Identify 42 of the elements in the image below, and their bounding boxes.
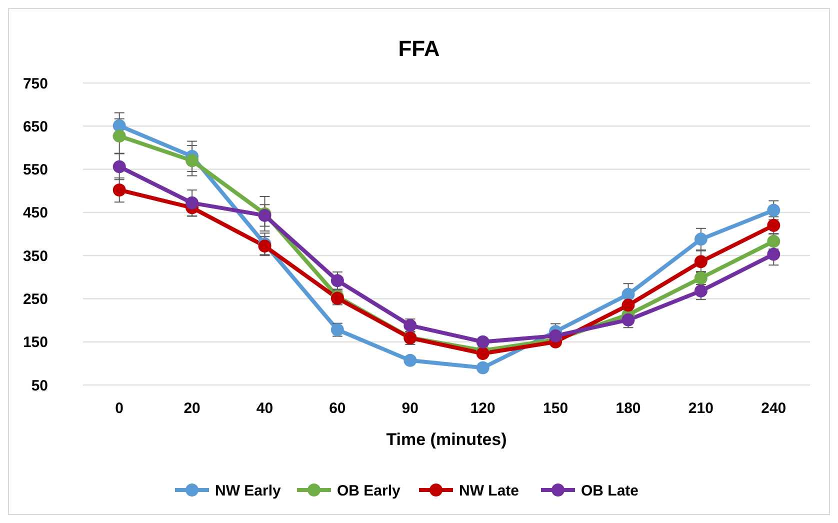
point [622,298,635,312]
x-tick-label: 40 [256,400,274,417]
chart-title: FFA [398,36,440,61]
point [622,288,635,301]
point [112,160,126,174]
y-tick-label: 250 [22,290,48,308]
y-tick-label: 150 [22,334,48,352]
x-tick-label: 20 [184,400,200,417]
x-tick-label: 180 [616,400,641,417]
legend-label: OB Early [337,482,402,500]
point [476,361,490,374]
x-tick-label: 150 [543,400,568,417]
point [476,347,490,360]
legend-label: OB Late [581,482,639,500]
legend-label: NW Late [459,482,519,500]
point [767,204,780,217]
point [767,218,780,232]
y-tick-label: 750 [22,75,48,92]
legend-label: NW Early [215,482,282,500]
point [258,240,272,253]
point [112,183,126,196]
y-tick-label: 450 [22,204,48,222]
y-tick-label: 350 [22,248,48,265]
point [112,130,126,143]
point [767,248,780,261]
point [186,154,199,168]
x-tick-label: 90 [402,400,418,417]
x-tick-label: 120 [470,400,496,417]
x-tick-label: 240 [761,400,786,417]
point [694,255,708,268]
point [694,284,708,298]
x-tick-label: 210 [688,400,714,417]
point [404,354,417,367]
y-tick-label: 50 [31,377,48,394]
y-tick-label: 550 [22,162,48,179]
x-tick-label: 60 [329,400,346,417]
point [476,335,490,348]
x-axis-title: Time (minutes) [386,430,507,449]
x-tick-label: 0 [115,400,124,417]
y-tick-label: 650 [22,118,48,136]
point [330,274,344,288]
point [694,232,708,246]
